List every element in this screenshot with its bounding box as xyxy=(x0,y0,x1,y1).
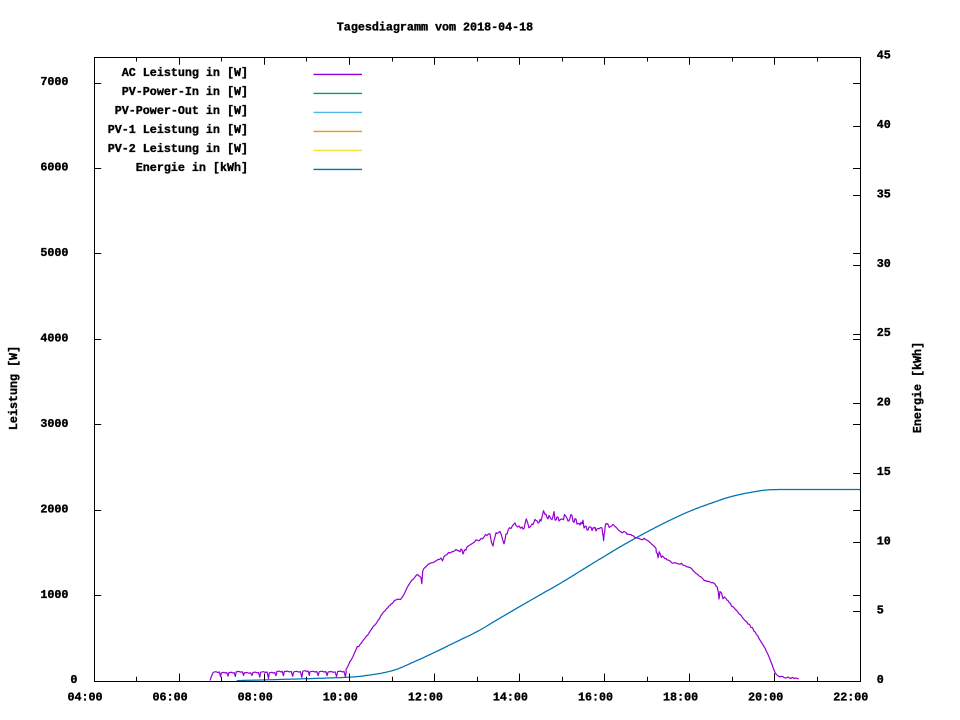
svg-text:3000: 3000 xyxy=(40,417,68,431)
svg-text:30: 30 xyxy=(877,257,891,271)
svg-text:12:00: 12:00 xyxy=(408,691,443,705)
svg-text:04:00: 04:00 xyxy=(67,691,102,705)
svg-text:22:00: 22:00 xyxy=(833,691,868,705)
svg-text:10: 10 xyxy=(877,534,891,548)
svg-text:15: 15 xyxy=(877,465,891,479)
svg-text:Energie in [kWh]: Energie in [kWh] xyxy=(136,161,248,175)
svg-text:PV-Power-In in [W]: PV-Power-In in [W] xyxy=(122,85,248,99)
svg-text:20:00: 20:00 xyxy=(748,691,783,705)
svg-text:0: 0 xyxy=(877,673,884,687)
svg-text:1000: 1000 xyxy=(40,588,68,602)
svg-text:4000: 4000 xyxy=(40,332,68,346)
svg-text:Leistung [W]: Leistung [W] xyxy=(7,346,21,430)
svg-text:06:00: 06:00 xyxy=(153,691,188,705)
svg-text:25: 25 xyxy=(877,326,891,340)
svg-text:16:00: 16:00 xyxy=(578,691,613,705)
svg-text:14:00: 14:00 xyxy=(493,691,528,705)
svg-text:40: 40 xyxy=(877,118,891,132)
svg-text:45: 45 xyxy=(877,49,891,63)
svg-text:PV-1 Leistung in [W]: PV-1 Leistung in [W] xyxy=(108,123,248,137)
svg-text:2000: 2000 xyxy=(40,503,68,517)
svg-text:Energie [kWh]: Energie [kWh] xyxy=(911,342,925,433)
svg-text:18:00: 18:00 xyxy=(663,691,698,705)
svg-text:PV-Power-Out in [W]: PV-Power-Out in [W] xyxy=(115,104,248,118)
svg-text:PV-2 Leistung in [W]: PV-2 Leistung in [W] xyxy=(108,142,248,156)
svg-text:0: 0 xyxy=(70,673,77,687)
svg-text:AC Leistung in [W]: AC Leistung in [W] xyxy=(122,66,248,80)
svg-text:7000: 7000 xyxy=(40,75,68,89)
svg-text:6000: 6000 xyxy=(40,161,68,175)
svg-text:08:00: 08:00 xyxy=(238,691,273,705)
svg-text:5000: 5000 xyxy=(40,246,68,260)
svg-text:10:00: 10:00 xyxy=(323,691,358,705)
svg-text:Tagesdiagramm vom 2018-04-18: Tagesdiagramm vom 2018-04-18 xyxy=(337,21,533,35)
svg-text:5: 5 xyxy=(877,604,884,618)
svg-text:35: 35 xyxy=(877,187,891,201)
svg-text:20: 20 xyxy=(877,396,891,410)
